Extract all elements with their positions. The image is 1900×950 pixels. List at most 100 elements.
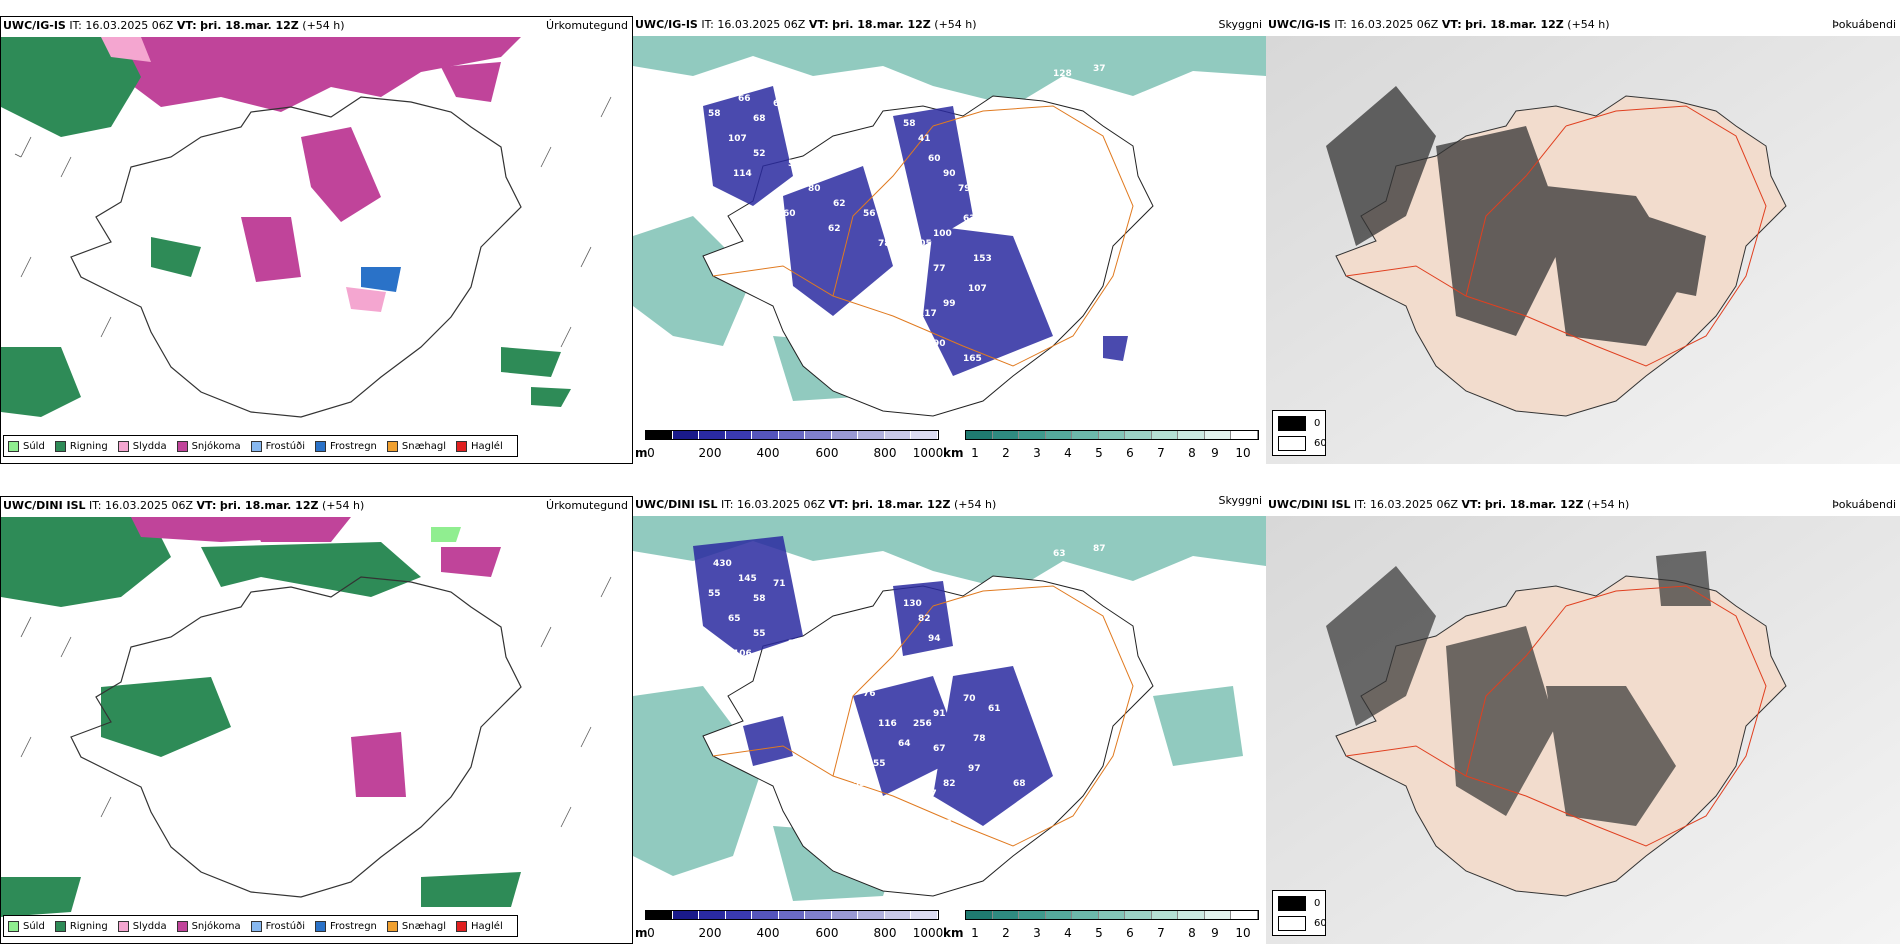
init-time: 16.03.2025 06Z [1370, 498, 1459, 511]
fog-map [1266, 36, 1900, 464]
visibility-value-label: 64 [713, 79, 726, 89]
init-time: 16.03.2025 06Z [717, 18, 806, 31]
colorbar-tick: 10 [1235, 926, 1251, 940]
colorbar-unit: m [635, 926, 648, 940]
colorbar-segment [752, 431, 779, 439]
panel-header: UWC/IG-IS IT: 16.03.2025 06Z VT: þri. 18… [1268, 18, 1610, 31]
fog-swatch [1278, 436, 1306, 451]
colorbar-tick: 600 [815, 926, 839, 940]
legend-label: Haglél [471, 440, 503, 452]
lead-time: (+54 h) [321, 499, 365, 512]
legend-swatch [8, 440, 19, 452]
roads [712, 585, 1134, 847]
colorbar-segment [1019, 911, 1046, 919]
visibility-value-label: 72 [898, 329, 911, 339]
fog-legend-label: 0 [1314, 898, 1321, 909]
fog-dark-areas [1326, 86, 1706, 346]
visibility-value-label: 70 [963, 694, 976, 704]
colorbar-segment [672, 911, 700, 919]
it-label: IT: [69, 19, 82, 32]
panel-title: Úrkomutegund [546, 19, 628, 32]
fog-legend: 0 60 [1272, 410, 1327, 456]
legend-swatch [54, 440, 66, 452]
legend-label: Snjókoma [191, 920, 241, 932]
legend-label: Snæhagl [401, 440, 447, 452]
visibility-value-label: 77 [933, 264, 946, 274]
visibility-value-label: 63 [1053, 549, 1066, 559]
colorbar-unit: m [635, 446, 648, 460]
colorbar-tick: 800 [873, 446, 897, 460]
visibility-value-label: 82 [918, 614, 931, 624]
visibility-value-label: 67 [933, 744, 946, 754]
visibility-value-label: 138 [963, 834, 982, 844]
legend-item: Slydda [117, 920, 167, 932]
colorbar-tick: 1 [971, 446, 979, 460]
fog-legend-label: 60 [1314, 918, 1327, 929]
precip-type-panel-igis: UWC/IG-IS IT: 16.03.2025 06Z VT: þri. 18… [0, 16, 633, 464]
visibility-value-label: 58 [903, 119, 916, 129]
precip-areas [1, 517, 521, 917]
visibility-value-label: 91 [933, 709, 946, 719]
valid-time: þri. 18.mar. 12Z [200, 19, 299, 32]
vt-label: VT: [1461, 498, 1482, 511]
model-name: UWC/IG-IS [1268, 18, 1331, 31]
valid-time: þri. 18.mar. 12Z [851, 498, 951, 511]
colorbar-segment [1045, 431, 1073, 439]
elevation-colorbar: m 0 200 400 600 800 1000 [635, 910, 943, 940]
visibility-value-label: 190 [898, 809, 917, 819]
legend-item: Frostregn [315, 440, 377, 452]
colorbar-segment [966, 431, 993, 439]
colorbar-segment [966, 911, 993, 919]
legend-item: Súld [8, 920, 45, 932]
colorbar-tick: 6 [1126, 926, 1134, 940]
valid-time: þri. 18.mar. 12Z [1484, 498, 1584, 511]
roads [1345, 585, 1767, 847]
colorbar-segment [831, 911, 859, 919]
fog-dark-areas [1326, 551, 1711, 826]
colorbar-segment [1178, 911, 1205, 919]
colorbar-segment [725, 431, 753, 439]
visibility-value-label: 209 [788, 639, 807, 649]
wind-barbs [20, 576, 612, 828]
elevation-colorbar: m 0 200 400 600 800 1000 [635, 430, 943, 460]
visibility-value-label: 55 [873, 759, 886, 769]
visibility-value-label: 85 [833, 679, 846, 689]
legend-label: Snjókoma [191, 440, 241, 452]
panel-header: UWC/DINI ISL IT: 16.03.2025 06Z VT: þri.… [3, 499, 364, 512]
visibility-value-label: 68 [753, 114, 766, 124]
it-label: IT: [1334, 18, 1347, 31]
colorbar-segment [1178, 431, 1205, 439]
colorbar-segment [911, 911, 939, 919]
lead-time: (+54 h) [302, 19, 345, 32]
colorbar-segment [1231, 911, 1259, 919]
colorbar-segment [911, 431, 939, 439]
colorbar-segment [884, 911, 912, 919]
colorbar-segment [831, 431, 859, 439]
visibility-value-label: 114 [733, 169, 752, 179]
legend-item: Snæhagl [386, 920, 446, 932]
colorbar-segment [805, 431, 832, 439]
colorbar-tick: 8 [1188, 446, 1196, 460]
legend-label: Rigning [69, 920, 108, 932]
colorbar-segment [646, 911, 673, 919]
visibility-value-label: 50 [788, 159, 801, 169]
legend-item: Snjókoma [176, 920, 241, 932]
colorbar-bar [645, 910, 939, 920]
colorbar-tick: 10 [1235, 446, 1251, 460]
fog-indicator-panel-dini: UWC/DINI ISL IT: 16.03.2025 06Z VT: þri.… [1266, 496, 1900, 944]
fog-legend-row: 60 [1278, 436, 1327, 451]
visibility-value-label: 76 [863, 689, 876, 699]
roads [712, 105, 1134, 367]
legend-item: Snæhagl [386, 440, 447, 452]
colorbar-tick: 400 [756, 926, 780, 940]
colorbar-unit: km [943, 446, 964, 460]
colorbar-segment [778, 431, 806, 439]
iceland-outline [70, 576, 522, 898]
visibility-value-label: 66 [738, 94, 751, 104]
precip-areas [1, 37, 571, 417]
precip-map [1, 517, 612, 917]
visibility-value-label: 60 [783, 209, 796, 219]
iceland-outline [70, 96, 522, 418]
precip-legend: Súld Rigning Slydda Snjókoma Frostúði Fr… [3, 915, 518, 937]
